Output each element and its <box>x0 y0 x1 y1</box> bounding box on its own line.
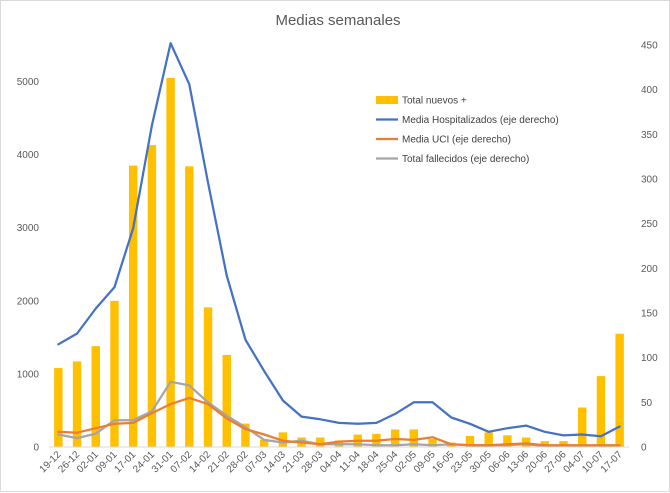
left-tick-label: 5000 <box>17 77 40 88</box>
legend-label: Total nuevos + <box>402 96 467 107</box>
right-tick-label: 100 <box>641 353 658 364</box>
bar-24-01 <box>147 145 157 447</box>
bar-10-07 <box>596 376 606 447</box>
legend-label: Media UCI (eje derecho) <box>402 135 511 146</box>
bar-07-02 <box>185 166 194 447</box>
bar-19-12 <box>54 368 63 447</box>
bar-06-06 <box>503 435 512 447</box>
right-tick-label: 150 <box>641 309 658 320</box>
series-line-1 <box>57 42 621 438</box>
right-tick-label: 50 <box>641 398 653 409</box>
bar-28-02 <box>241 423 250 447</box>
x-tick-label: 17-07 <box>599 449 625 475</box>
right-axis: 0 50 100 150 200 250 300 350 400 450 <box>641 41 658 454</box>
bar-07-03 <box>259 439 269 447</box>
bar-13-06 <box>521 437 531 447</box>
bar-09-01 <box>110 300 119 447</box>
right-tick-label: 250 <box>641 219 658 230</box>
bar-31-01 <box>166 77 175 448</box>
left-tick-label: 2000 <box>17 296 40 307</box>
left-tick-label: 3000 <box>17 223 40 234</box>
right-tick-label: 400 <box>641 85 658 96</box>
bar-04-07 <box>578 407 587 447</box>
left-tick-label: 1000 <box>17 369 40 380</box>
bar-17-01 <box>128 165 138 447</box>
bar-02-01 <box>91 346 100 447</box>
bar-30-05 <box>484 432 493 447</box>
left-axis: 0 1000 2000 3000 4000 5000 <box>17 77 40 453</box>
bar-28-03 <box>316 437 325 447</box>
right-tick-label: 200 <box>641 264 658 275</box>
right-tick-label: 0 <box>641 443 647 454</box>
legend-swatch-bar <box>376 96 398 104</box>
legend-label: Media Hospitalizados (eje derecho) <box>402 115 559 126</box>
right-tick-label: 300 <box>641 175 658 186</box>
right-tick-label: 350 <box>641 130 658 141</box>
series-line-2 <box>57 396 621 447</box>
line-layer <box>57 42 621 448</box>
bar-02-05 <box>409 429 419 447</box>
x-axis: 19-1226-1202-0109-0117-0124-0131-0107-02… <box>38 446 629 475</box>
bar-14-02 <box>203 307 213 447</box>
bar-23-05 <box>465 436 475 447</box>
chart-title: Medias semanales <box>275 12 400 29</box>
bar-layer <box>54 77 624 448</box>
bar-21-02 <box>222 354 231 447</box>
left-tick-label: 4000 <box>17 150 40 161</box>
legend: Total nuevos + Media Hospitalizados (eje … <box>376 96 559 165</box>
right-tick-label: 450 <box>641 41 658 52</box>
series-line-3 <box>57 380 621 448</box>
legend-label: Total fallecidos (eje derecho) <box>402 154 529 165</box>
bar-26-12 <box>72 361 82 447</box>
bar-09-05 <box>428 438 437 447</box>
left-tick-label: 0 <box>33 443 39 454</box>
bar-17-07 <box>615 333 624 447</box>
